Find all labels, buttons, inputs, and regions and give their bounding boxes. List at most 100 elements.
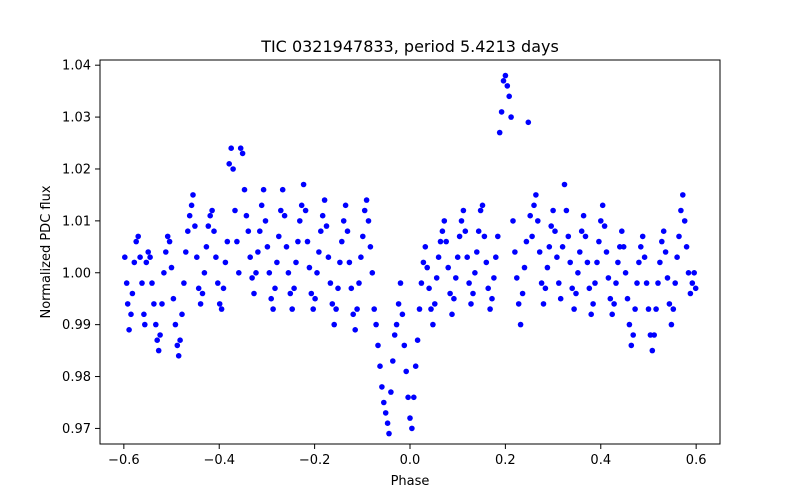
data-point	[185, 228, 191, 234]
data-point	[179, 311, 185, 318]
data-point	[283, 244, 290, 250]
data-point	[567, 259, 573, 266]
data-point	[609, 311, 615, 318]
y-tick-label: 0.98	[62, 370, 91, 385]
data-point	[636, 259, 642, 266]
data-point	[613, 280, 619, 286]
data-point	[670, 306, 677, 312]
x-tick-label: 0.2	[495, 453, 516, 468]
data-point	[209, 207, 215, 214]
data-point	[552, 228, 558, 234]
data-point	[371, 306, 378, 312]
data-point	[137, 254, 143, 260]
data-point	[393, 321, 400, 328]
data-point	[339, 238, 345, 245]
data-point	[297, 218, 303, 224]
data-point	[468, 301, 474, 307]
data-point	[403, 368, 410, 375]
data-point	[578, 228, 585, 234]
data-point	[391, 332, 398, 338]
data-point	[681, 218, 688, 224]
data-point	[154, 337, 160, 344]
data-point	[281, 212, 288, 219]
data-point	[194, 254, 200, 260]
data-point	[251, 290, 257, 297]
data-point	[183, 249, 189, 255]
data-point	[556, 280, 562, 286]
data-point	[586, 285, 593, 292]
data-point	[224, 238, 231, 245]
data-point	[245, 228, 252, 234]
data-point	[348, 285, 355, 292]
data-point	[216, 301, 223, 307]
data-point	[521, 264, 528, 271]
data-point	[155, 347, 162, 354]
data-point	[692, 285, 699, 292]
data-point	[664, 275, 671, 281]
data-point	[619, 228, 625, 234]
data-point	[213, 254, 219, 260]
data-point	[195, 285, 202, 292]
data-point	[215, 280, 221, 286]
y-tick-label: 0.97	[62, 422, 91, 437]
data-point	[489, 295, 495, 302]
data-point	[594, 259, 600, 266]
data-point	[253, 270, 259, 276]
data-point	[342, 202, 349, 209]
data-point	[395, 301, 402, 307]
data-point	[477, 207, 484, 214]
data-point	[504, 83, 511, 89]
data-point	[264, 244, 271, 250]
data-point	[575, 270, 581, 276]
data-point	[331, 321, 338, 328]
data-point	[632, 306, 638, 312]
data-point	[561, 181, 568, 188]
x-tick-label: −0.2	[299, 453, 331, 468]
data-point	[659, 238, 665, 245]
data-point	[314, 270, 320, 276]
data-point	[239, 150, 246, 157]
data-point	[420, 259, 427, 266]
data-point	[308, 290, 315, 297]
data-point	[617, 244, 623, 250]
data-point	[685, 270, 692, 276]
data-point	[643, 280, 650, 286]
data-point	[141, 311, 147, 318]
data-point	[344, 228, 351, 234]
data-point	[270, 306, 276, 312]
data-point	[226, 161, 232, 167]
data-point	[346, 259, 353, 266]
data-point	[203, 244, 210, 250]
scatter-points	[122, 72, 699, 437]
data-point	[535, 218, 541, 224]
data-point	[607, 295, 614, 302]
data-point	[515, 301, 522, 307]
data-point	[243, 212, 250, 219]
data-point	[325, 254, 332, 260]
data-point	[181, 280, 187, 286]
data-point	[426, 285, 432, 292]
data-point	[540, 301, 547, 307]
data-point	[367, 244, 374, 250]
data-point	[615, 259, 621, 266]
data-point	[533, 192, 539, 198]
data-point	[557, 295, 564, 302]
data-point	[350, 311, 357, 318]
data-point	[133, 238, 139, 245]
data-point	[388, 389, 394, 395]
data-point	[605, 275, 612, 281]
data-point	[422, 244, 429, 250]
data-point	[260, 186, 267, 193]
data-point	[491, 275, 497, 281]
y-tick-label: 1.03	[62, 111, 91, 126]
data-point	[278, 207, 284, 214]
data-point	[453, 275, 459, 281]
data-point	[588, 311, 594, 318]
data-point	[678, 207, 684, 214]
data-point	[689, 280, 696, 286]
data-point	[188, 202, 195, 209]
data-point	[310, 306, 317, 312]
data-point	[479, 202, 486, 209]
data-point	[333, 306, 339, 312]
data-point	[151, 301, 157, 307]
